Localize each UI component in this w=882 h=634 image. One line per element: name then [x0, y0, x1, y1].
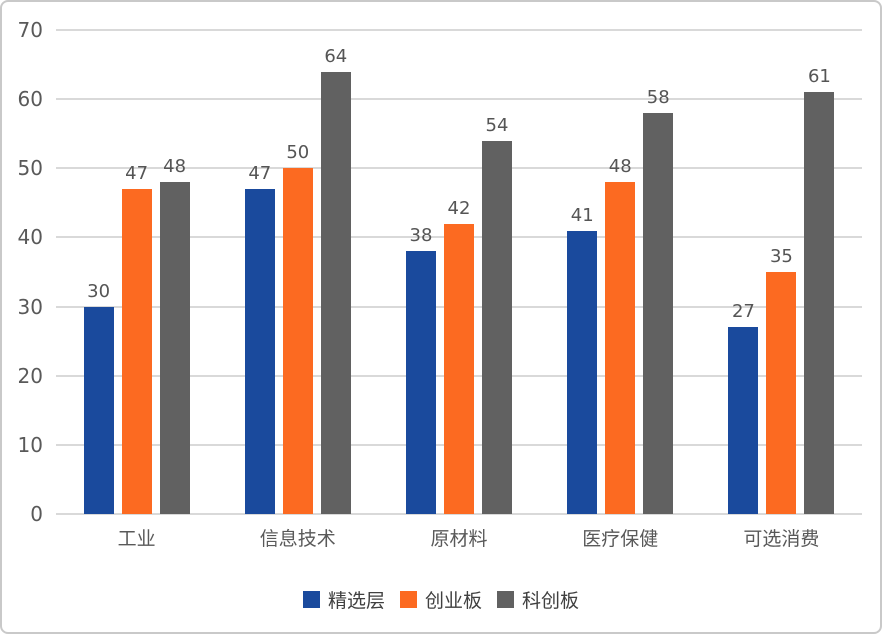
bar: 48: [159, 158, 190, 514]
legend-label: 精选层: [327, 590, 385, 612]
y-axis-tick-label: 60: [17, 87, 43, 112]
bar: 27: [728, 303, 759, 514]
bar-value-label: 58: [646, 86, 670, 108]
x-axis-category-label: 信息技术: [259, 528, 336, 550]
bar: 48: [605, 158, 636, 514]
bar-value-label: 41: [570, 204, 594, 226]
bar: 35: [766, 248, 797, 514]
legend-swatch-icon: [399, 591, 417, 608]
bar-value-label: 42: [447, 197, 471, 219]
plot-area: 0 10 20 30 40 50 60 70 30 47 48 47 50 64 38 42 54 41 48 58…: [18, 20, 862, 524]
bar-value-label: 48: [608, 156, 632, 178]
bar: 38: [406, 227, 436, 514]
bar-value-label: 30: [87, 280, 111, 302]
legend-label: 科创板: [522, 590, 580, 612]
bar: 47: [244, 165, 275, 514]
gridline: [56, 98, 862, 101]
y-axis-tick-label: 50: [17, 156, 43, 181]
legend-item: 精选层: [302, 586, 385, 613]
y-axis-tick-label: 10: [17, 432, 43, 457]
gridline: [56, 167, 862, 170]
y-axis-tick-label: 30: [17, 294, 43, 319]
bar-value-label: 54: [485, 114, 509, 136]
bar-value-label: 47: [125, 163, 149, 185]
y-axis-tick-label: 20: [17, 363, 43, 388]
x-axis: 工业 信息技术 原材料 医疗保健 可选消费: [56, 524, 862, 551]
bar: 61: [804, 68, 835, 514]
bar: 47: [121, 165, 152, 514]
bar-value-label: 47: [248, 163, 272, 185]
bar-value-label: 61: [807, 66, 831, 88]
gridline: [56, 513, 862, 515]
bar-value-label: 27: [731, 301, 755, 323]
bar-value-label: 38: [409, 225, 433, 247]
legend-swatch-icon: [497, 591, 514, 608]
bar-value-label: 50: [286, 142, 310, 164]
x-axis-category-label: 可选消费: [743, 528, 820, 550]
gridline: [56, 29, 862, 31]
bar-value-label: 64: [324, 45, 348, 67]
bar-group: 41 48 58: [540, 30, 701, 514]
bar: 50: [282, 144, 313, 514]
x-axis-category-label: 医疗保健: [582, 528, 659, 550]
bar-group: 27 35 61: [701, 30, 862, 514]
y-axis-tick-label: 0: [30, 502, 43, 526]
bar-value-label: 48: [163, 156, 187, 178]
legend-swatch-icon: [302, 591, 320, 608]
legend-label: 创业板: [424, 590, 482, 612]
bar: 64: [320, 47, 351, 514]
bars-layer: 30 47 48 47 50 64 38 42 54 41 48 58 27 35 61: [56, 30, 862, 514]
bar: 42: [444, 199, 474, 514]
bar-value-label: 35: [769, 246, 793, 267]
bar: 30: [83, 282, 114, 514]
bar-group: 30 47 48: [56, 30, 217, 514]
x-axis-category-label: 工业: [117, 528, 156, 550]
bar: 58: [643, 88, 674, 514]
legend-item: 创业板: [399, 586, 482, 613]
legend-item: 科创板: [497, 586, 579, 613]
legend: 精选层 创业板 科创板: [2, 586, 880, 613]
bar: 54: [482, 116, 512, 514]
y-axis-tick-label: 40: [17, 225, 43, 250]
bar-group: 38 42 54: [378, 30, 539, 514]
bar: 41: [567, 206, 598, 514]
bar-group: 47 50 64: [217, 30, 378, 514]
x-axis-category-label: 原材料: [430, 528, 488, 550]
y-axis-tick-label: 70: [17, 18, 43, 42]
